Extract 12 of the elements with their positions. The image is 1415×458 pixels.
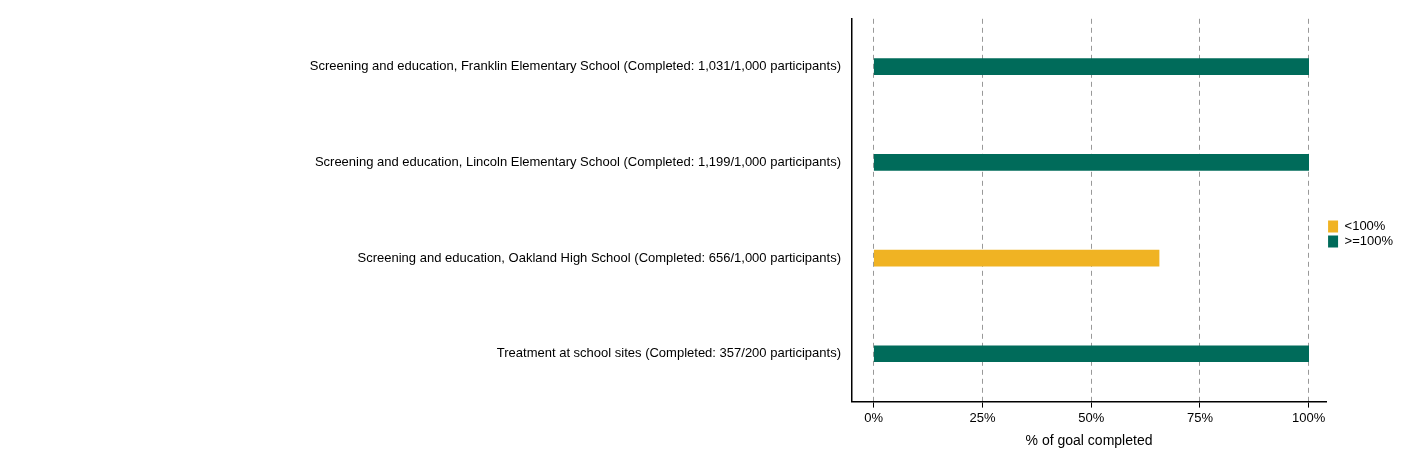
x-tick-label: 75% — [1186, 409, 1214, 425]
y-tick-label: Screening and education, Lincoln Elementary School (Completed: 1,199/1,000 participants) — [314, 153, 841, 169]
y-tick-label: Screening and education, Franklin Elementary School (Completed: 1,031/1,000 participants) — [309, 58, 841, 74]
x-tick-label: 0% — [864, 409, 884, 425]
y-tick-label: Screening and education, Oakland High School (Completed: 656/1,000 participants) — [357, 249, 841, 265]
y-tick-label: Treatment at school sites (Completed: 357/200 participants) — [496, 345, 841, 361]
x-tick-label: 100% — [1292, 409, 1326, 425]
legend-label: <100% — [1344, 218, 1386, 234]
x-tick-label: 25% — [969, 409, 996, 425]
legend-label: >=100% — [1344, 233, 1394, 249]
x-axis-title: % of goal completed — [1025, 432, 1153, 449]
x-tick-label: 50% — [1078, 409, 1105, 425]
